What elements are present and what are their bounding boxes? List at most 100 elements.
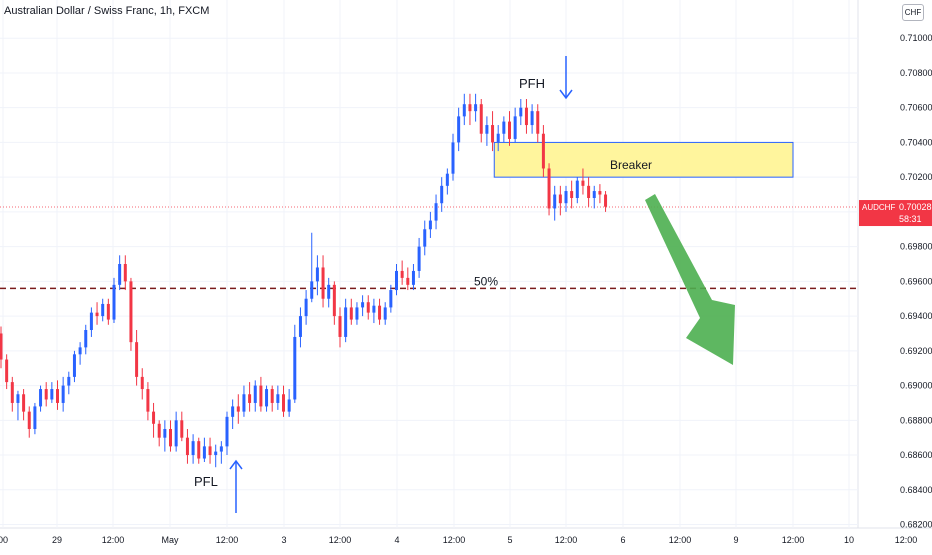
currency-badge[interactable]: CHF [902, 4, 924, 21]
breaker-zone-group: Breaker [493, 141, 794, 178]
candle-body [282, 394, 285, 412]
candle-body [180, 420, 184, 438]
x-tick-label: 5 [507, 535, 512, 545]
candle-body [344, 307, 348, 337]
y-tick-label: 0.68800 [900, 415, 932, 425]
candle-body [524, 107, 528, 126]
y-tick-label: 0.69000 [900, 381, 932, 391]
candle-body [225, 416, 229, 447]
candle-body [474, 104, 478, 112]
candle-body [389, 290, 393, 308]
y-tick-label: 0.69600 [900, 276, 932, 286]
pfl-arrow-head [229, 459, 243, 470]
candle-body [536, 111, 540, 134]
candle-body [575, 180, 579, 198]
candle-body [44, 389, 48, 400]
candle-body [163, 429, 167, 438]
candle-body [355, 307, 359, 320]
candle-body [349, 307, 353, 320]
candle-body [411, 270, 415, 285]
candle-body [479, 104, 483, 134]
y-tick-label: 0.69800 [900, 242, 932, 252]
candle-body [530, 111, 534, 126]
candle-body [259, 385, 263, 407]
candle-body [56, 389, 59, 403]
candle-body [78, 347, 82, 355]
symbol-title: Australian Dollar / Swiss Franc, 1h, FXC… [4, 5, 210, 17]
y-tick-label: 0.70200 [900, 172, 932, 182]
price-tag-symbol: AUDCHF [862, 203, 895, 212]
candle-body [558, 194, 562, 204]
axes-group: 0.71000 0.70800 0.70600 0.70400 0.70200 0.700… [0, 33, 932, 545]
candle-body [332, 284, 336, 317]
candle-body [253, 385, 257, 403]
candle-body [327, 284, 331, 299]
candle-body [61, 385, 65, 403]
candle-body [457, 116, 461, 143]
candle-body [84, 330, 88, 348]
candle-body [112, 284, 116, 320]
candle-body [248, 394, 252, 403]
candle-body [513, 116, 517, 139]
price-tag-countdown: 58:31 [899, 214, 922, 224]
candle-body [270, 389, 274, 403]
y-tick-label: 0.69400 [900, 311, 932, 321]
candle-body [491, 125, 495, 143]
y-tick-label: 0.70600 [900, 103, 932, 113]
candle-body [152, 411, 156, 424]
candle-body [462, 104, 466, 117]
candle-body [310, 281, 314, 299]
candle-body [298, 316, 302, 337]
candle-body [27, 411, 31, 429]
x-tick-label: 00 [0, 535, 8, 545]
candle-body [434, 203, 438, 221]
candle-body [604, 194, 608, 207]
candle-body [157, 423, 161, 438]
candle-body [123, 264, 127, 282]
candle-body [400, 270, 404, 278]
candle-body [564, 191, 568, 204]
x-tick-label: 12:00 [555, 535, 578, 545]
candle-body [321, 267, 325, 299]
candle-body [202, 446, 206, 459]
candle-body [208, 446, 212, 456]
candle-body [570, 191, 574, 198]
candle-body [140, 376, 144, 390]
candle-body [541, 133, 545, 169]
x-tick-label: 12:00 [443, 535, 466, 545]
candle-body [485, 125, 489, 134]
y-tick-label: 0.68600 [900, 450, 932, 460]
candle-body [265, 389, 269, 407]
candle-body [372, 305, 376, 313]
y-tick-label: 0.70800 [900, 68, 932, 78]
x-tick-label: 12:00 [895, 535, 918, 545]
candle-body [592, 191, 596, 198]
x-tick-label: 29 [52, 535, 62, 545]
candle-body [508, 121, 511, 139]
x-tick-label: 4 [394, 535, 399, 545]
candle-body [598, 191, 602, 195]
candle-body [587, 185, 591, 198]
candle-body [22, 394, 26, 412]
breaker-label: Breaker [610, 158, 652, 172]
candle-body [89, 312, 93, 330]
candle-body [502, 121, 506, 134]
candle-body [581, 180, 585, 186]
candle-body [423, 229, 427, 247]
annotations-group: PFH PFL [194, 56, 735, 513]
candle-body [417, 246, 421, 271]
candle-body [236, 406, 240, 412]
candle-body [135, 342, 139, 377]
candle-body [231, 406, 235, 417]
candle-body [214, 451, 218, 456]
candle-body [383, 307, 387, 320]
x-tick-label: 12:00 [782, 535, 805, 545]
price-tag-price: 0.70028 [899, 202, 932, 212]
y-tick-label: 0.70400 [900, 137, 932, 147]
pfh-label: PFH [519, 76, 545, 91]
candle-body [174, 420, 178, 447]
candle-body [95, 312, 99, 317]
candle-body [118, 264, 122, 285]
